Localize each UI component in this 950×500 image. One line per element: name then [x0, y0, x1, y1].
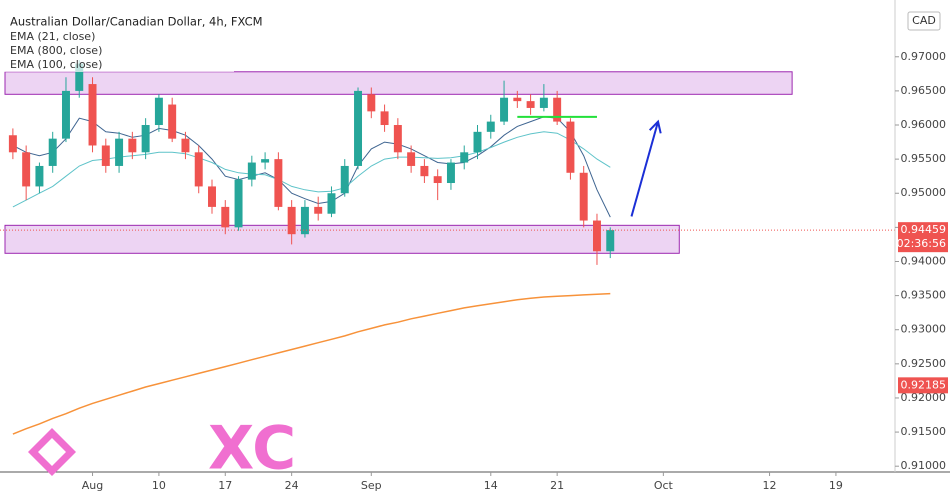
y-tick-label: 0.93000 — [901, 323, 947, 336]
candle-body — [473, 131, 482, 153]
candle-body — [539, 97, 548, 108]
y-tick-label: 0.95000 — [901, 186, 947, 199]
candle-body — [154, 97, 163, 126]
candle-body — [340, 165, 349, 194]
candle-body — [141, 125, 150, 153]
y-tick-label: 0.96500 — [901, 84, 947, 97]
x-tick-label: 24 — [285, 479, 299, 492]
countdown-label: 02:36:56 — [897, 237, 946, 250]
candle-body — [420, 165, 429, 177]
x-tick-label: Oct — [654, 479, 674, 492]
y-tick-label: 0.94000 — [901, 254, 947, 267]
candle-body — [274, 159, 283, 207]
watermark: XC — [208, 414, 296, 484]
y-tick-label: 0.97000 — [901, 50, 947, 63]
y-tick-label: 0.96000 — [901, 118, 947, 131]
candle-body — [579, 172, 588, 221]
candle-body — [486, 121, 495, 132]
candle-body — [354, 90, 363, 166]
ema-line — [12, 292, 611, 435]
price-marker-box — [898, 377, 948, 394]
x-tick-label: 21 — [550, 479, 564, 492]
ema-line — [12, 116, 611, 218]
last-price-label: 0.94459 — [901, 223, 947, 236]
y-tick-label: 0.92000 — [901, 391, 947, 404]
chart-title: Australian Dollar/Canadian Dollar, 4h, F… — [10, 15, 263, 29]
candle-body — [553, 97, 562, 122]
candle-body — [380, 111, 389, 126]
x-tick-label: Sep — [361, 479, 382, 492]
x-tick-label: 19 — [829, 479, 843, 492]
legend-entry: EMA (800, close) — [10, 44, 102, 57]
candle-body — [194, 152, 203, 187]
candle-body — [446, 162, 455, 184]
y-tick-label: 0.91500 — [901, 425, 947, 438]
candle-body — [75, 63, 84, 91]
candle-body — [261, 159, 270, 163]
candle-body — [526, 101, 535, 108]
candle-body — [606, 230, 615, 252]
candle-body — [407, 152, 416, 166]
legend-bg — [4, 12, 234, 72]
candle-body — [88, 84, 97, 146]
zone — [4, 71, 793, 95]
x-tick-label: Aug — [82, 479, 103, 492]
candle-body — [592, 220, 601, 252]
candle-body — [48, 138, 57, 166]
y-tick-label: 0.93500 — [901, 289, 947, 302]
y-tick-label: 0.92500 — [901, 357, 947, 370]
arrow-head — [648, 119, 662, 134]
legend-entry: EMA (100, close) — [10, 58, 102, 71]
candle-body — [61, 90, 70, 139]
x-tick-label: 14 — [484, 479, 498, 492]
y-tick-label: 0.91000 — [901, 459, 947, 472]
candle-body — [181, 138, 190, 153]
logo — [28, 428, 76, 476]
candle-body — [287, 206, 296, 235]
currency-label: CAD — [912, 14, 936, 27]
x-tick-label: 12 — [763, 479, 777, 492]
legend-entry: EMA (21, close) — [10, 30, 95, 43]
ema-line — [12, 131, 611, 208]
candle-body — [221, 206, 230, 228]
x-tick-label: 17 — [218, 479, 232, 492]
candle-body — [247, 162, 256, 180]
candle-body — [314, 206, 323, 214]
candle-body — [35, 165, 44, 187]
price-marker-label: 0.92185 — [901, 378, 947, 391]
x-tick-label: 10 — [152, 479, 166, 492]
candle-body — [500, 97, 509, 122]
candle-body — [168, 104, 177, 139]
candle-body — [234, 179, 243, 228]
currency-box — [907, 11, 941, 31]
candle-body — [22, 152, 31, 187]
candle-body — [327, 193, 336, 214]
time-axis-bg — [0, 472, 950, 500]
candle-body — [566, 121, 575, 173]
last-price-box — [898, 222, 948, 253]
candle-body — [433, 176, 442, 184]
arrow — [630, 121, 660, 217]
candle-body — [367, 94, 376, 112]
candle-body — [208, 186, 216, 207]
candle-body — [460, 152, 469, 163]
candle-body — [513, 97, 522, 102]
candle-body — [115, 138, 124, 166]
candle-body — [101, 145, 110, 166]
candle-body — [128, 138, 137, 153]
zone — [4, 224, 680, 254]
candle-body — [300, 206, 309, 235]
candle-body — [393, 125, 402, 153]
candle-body — [8, 135, 17, 153]
y-tick-label: 0.95500 — [901, 152, 947, 165]
